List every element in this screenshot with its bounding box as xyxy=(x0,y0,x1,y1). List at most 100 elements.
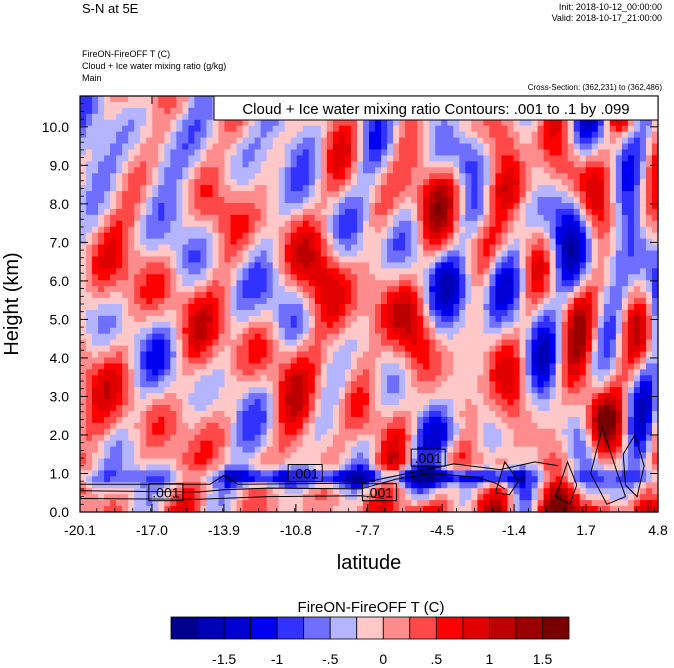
heatmap-cell xyxy=(146,208,153,216)
heatmap-cell xyxy=(152,185,159,192)
heatmap-cell xyxy=(296,185,304,192)
heatmap-cell xyxy=(284,304,292,311)
heatmap-cell xyxy=(561,369,569,376)
heatmap-cell xyxy=(417,268,424,275)
heatmap-cell xyxy=(465,292,472,299)
heatmap-cell xyxy=(230,304,238,311)
heatmap-cell xyxy=(92,232,99,240)
heatmap-cell xyxy=(435,214,442,222)
heatmap-cell xyxy=(224,345,232,353)
heatmap-cell xyxy=(381,131,388,139)
heatmap-cell xyxy=(146,268,153,275)
heatmap-cell xyxy=(561,333,569,341)
heatmap-cell xyxy=(128,197,135,204)
heatmap-cell xyxy=(507,315,515,323)
heatmap-cell xyxy=(651,357,659,365)
heatmap-cell xyxy=(344,363,352,370)
heatmap-cell xyxy=(338,268,346,275)
heatmap-cell xyxy=(375,280,382,287)
heatmap-cell xyxy=(453,256,460,263)
heatmap-cell xyxy=(278,369,286,376)
heatmap-cell xyxy=(483,119,491,127)
heatmap-cell xyxy=(459,149,466,157)
heatmap-cell xyxy=(140,226,147,234)
heatmap-cell xyxy=(332,298,340,305)
heatmap-cell xyxy=(188,197,195,204)
heatmap-cell xyxy=(308,131,316,139)
heatmap-cell xyxy=(573,191,581,198)
heatmap-cell xyxy=(362,339,370,347)
heatmap-cell xyxy=(561,280,569,287)
heatmap-cell xyxy=(86,393,93,400)
heatmap-cell xyxy=(513,119,521,127)
heatmap-cell xyxy=(369,137,376,145)
heatmap-cell xyxy=(158,167,165,174)
heatmap-cell xyxy=(471,345,478,353)
heatmap-cell xyxy=(405,262,412,269)
heatmap-cell xyxy=(254,202,262,210)
heatmap-cell xyxy=(230,280,238,287)
heatmap-cell xyxy=(116,119,123,127)
heatmap-cell xyxy=(435,167,442,174)
heatmap-cell xyxy=(591,274,599,281)
heatmap-cell xyxy=(519,292,527,299)
heatmap-cell xyxy=(555,179,563,186)
heatmap-cell xyxy=(254,208,262,216)
heatmap-cell xyxy=(375,315,382,323)
heatmap-cell xyxy=(447,351,454,359)
heatmap-cell xyxy=(350,131,358,139)
heatmap-cell xyxy=(266,274,274,281)
heatmap-cell xyxy=(621,131,629,139)
heatmap-cell xyxy=(230,179,238,186)
heatmap-cell xyxy=(651,327,659,335)
heatmap-cell xyxy=(633,161,641,168)
heatmap-cell xyxy=(561,125,569,133)
heatmap-cell xyxy=(362,238,370,246)
heatmap-cell xyxy=(525,155,533,162)
heatmap-cell xyxy=(489,149,497,157)
heatmap-cell xyxy=(549,179,557,186)
heatmap-cell xyxy=(417,137,424,145)
heatmap-cell xyxy=(459,202,466,210)
heatmap-cell xyxy=(116,173,123,180)
heatmap-cell xyxy=(98,202,105,210)
heatmap-cell xyxy=(224,256,232,263)
heatmap-cell xyxy=(561,393,569,400)
heatmap-cell xyxy=(483,161,491,168)
heatmap-cell xyxy=(146,357,153,365)
heatmap-cell xyxy=(603,256,611,263)
heatmap-cell xyxy=(633,309,641,317)
heatmap-cell xyxy=(477,387,484,394)
heatmap-cell xyxy=(579,238,587,246)
heatmap-cell xyxy=(597,137,605,145)
heatmap-cell xyxy=(555,327,563,335)
heatmap-cell xyxy=(441,268,448,275)
heatmap-cell xyxy=(645,315,653,323)
heatmap-cell xyxy=(218,179,226,186)
heatmap-cell xyxy=(260,119,268,127)
heatmap-cell xyxy=(140,304,147,311)
heatmap-cell xyxy=(284,262,292,269)
heatmap-cell xyxy=(284,256,292,263)
heatmap-cell xyxy=(338,214,346,222)
heatmap-cell xyxy=(188,321,195,329)
heatmap-cell xyxy=(236,226,244,234)
heatmap-cell xyxy=(489,125,497,133)
heatmap-cell xyxy=(236,351,244,359)
heatmap-cell xyxy=(194,208,202,216)
heatmap-cell xyxy=(200,292,208,299)
heatmap-cell xyxy=(447,167,454,174)
valid-time: Valid: 2018-10-17_21:00:00 xyxy=(551,13,662,23)
heatmap-cell xyxy=(639,286,647,293)
heatmap-cell xyxy=(483,369,491,376)
heatmap-cell xyxy=(206,119,214,127)
heatmap-cell xyxy=(200,167,208,174)
heatmap-cell xyxy=(362,179,370,186)
heatmap-cell xyxy=(435,351,442,359)
heatmap-cell xyxy=(465,387,472,394)
heatmap-cell xyxy=(116,304,123,311)
heatmap-cell xyxy=(399,327,406,335)
heatmap-cell xyxy=(206,107,214,115)
heatmap-cell xyxy=(110,280,117,287)
heatmap-cell xyxy=(356,191,364,198)
